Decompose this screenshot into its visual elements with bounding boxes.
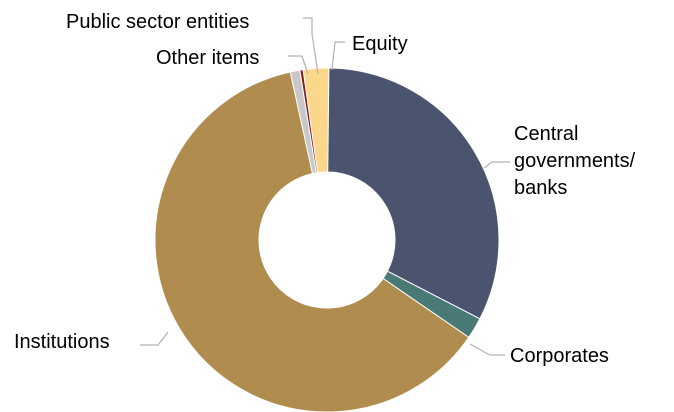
leader-institutions bbox=[140, 331, 169, 346]
slice-labels: Public sector entities Other items Equit… bbox=[14, 11, 636, 367]
slice-institutions bbox=[154, 71, 470, 412]
leader-public bbox=[303, 17, 319, 75]
label-other-items: Other items bbox=[156, 47, 259, 69]
label-public-sector-entities: Public sector entities bbox=[66, 11, 249, 33]
leader-lines bbox=[140, 17, 510, 356]
leader-corporates bbox=[469, 343, 505, 356]
label-central-line-3: banks bbox=[514, 177, 567, 199]
donut-slices bbox=[154, 67, 500, 412]
leader-other bbox=[288, 55, 309, 75]
label-central-line-1: Central bbox=[514, 123, 578, 145]
label-central-line-2: governments/ bbox=[514, 150, 636, 172]
slice-central bbox=[327, 67, 500, 320]
label-institutions: Institutions bbox=[14, 331, 110, 353]
label-corporates: Corporates bbox=[510, 345, 609, 367]
slice-public bbox=[299, 69, 319, 174]
leader-equity bbox=[331, 41, 345, 71]
label-equity: Equity bbox=[352, 33, 408, 55]
leader-central bbox=[483, 161, 510, 169]
